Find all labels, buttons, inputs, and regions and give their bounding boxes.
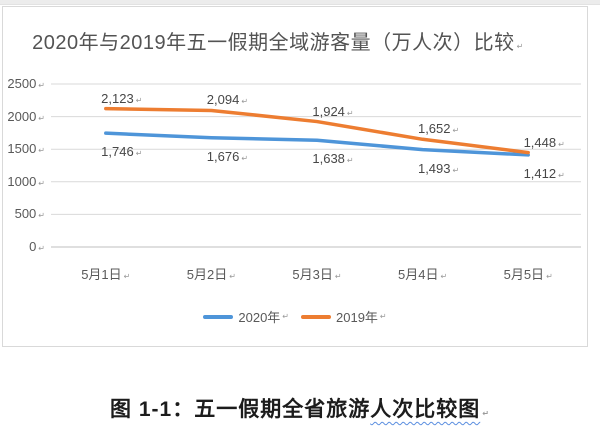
- y-axis-tick-label: 2500 ↵: [7, 76, 45, 91]
- y-axis-tick-label: 0 ↵: [29, 239, 45, 254]
- paragraph-mark: ↵: [558, 139, 565, 149]
- legend-line-swatch-2019: [301, 314, 331, 319]
- paragraph-mark: ↵: [379, 312, 387, 321]
- data-label: 1,652 ↵: [417, 121, 460, 137]
- data-label: 1,493 ↵: [417, 160, 460, 176]
- paragraph-mark: ↵: [123, 272, 131, 281]
- x-axis-tick-label: 5月1日 ↵: [81, 267, 131, 282]
- paragraph-mark: ↵: [452, 165, 460, 175]
- data-label: 1,746 ↵: [101, 144, 143, 160]
- x-axis-tick-label: 5月5日 ↵: [503, 267, 553, 282]
- y-axis-tick-label: 1500 ↵: [7, 141, 45, 157]
- paragraph-mark: ↵: [346, 108, 354, 118]
- paragraph-mark: ↵: [38, 146, 45, 156]
- page-top-border: [0, 0, 600, 5]
- paragraph-mark: ↵: [482, 409, 490, 418]
- paragraph-mark: ↵: [229, 272, 236, 281]
- paragraph-mark: ↵: [38, 81, 45, 90]
- paragraph-mark: ↵: [135, 149, 143, 159]
- data-label: 1,676 ↵: [206, 148, 249, 164]
- legend-line-swatch-2020: [203, 314, 234, 319]
- series-line-2020: [104, 131, 530, 157]
- paragraph-mark: ↵: [516, 42, 524, 51]
- figure-caption: 图 1-1：五一假期全省旅游人次比较图 ↵: [0, 393, 600, 423]
- y-axis-tick-label: 1000 ↵: [7, 173, 45, 189]
- paragraph-mark: ↵: [241, 153, 249, 163]
- paragraph-mark: ↵: [135, 95, 143, 105]
- chart-legend: 2020年 ↵ 2019年 ↵: [3, 307, 587, 326]
- paragraph-mark: ↵: [241, 97, 249, 107]
- chart-title-text: 2020年与2019年五一假期全域游客量（万人次）比较: [32, 32, 515, 54]
- x-axis-tick-label: 5月3日 ↵: [292, 267, 342, 282]
- x-axis-tick-label: 5月4日 ↵: [398, 267, 448, 282]
- y-axis-tick-label: 2000 ↵: [7, 108, 45, 124]
- paragraph-mark: ↵: [38, 113, 45, 123]
- paragraph-mark: ↵: [440, 272, 448, 281]
- y-axis-tick-label: 500 ↵: [14, 206, 45, 222]
- legend-item-2020: 2020年 ↵: [203, 307, 289, 326]
- paragraph-mark: ↵: [282, 312, 289, 321]
- data-label: 2,123 ↵: [101, 90, 143, 106]
- paragraph-mark: ↵: [546, 272, 553, 281]
- data-label: 1,924 ↵: [312, 103, 354, 119]
- chart-title: 2020年与2019年五一假期全域游客量（万人次）比较 ↵: [3, 26, 587, 55]
- series-line-2019: [104, 106, 530, 155]
- data-label: 1,448 ↵: [523, 134, 565, 150]
- paragraph-mark: ↵: [38, 244, 45, 253]
- paragraph-mark: ↵: [38, 178, 45, 188]
- caption-underlined-text: 人次比较图: [370, 398, 481, 421]
- paragraph-mark: ↵: [334, 272, 342, 281]
- legend-label-2020: 2020年: [238, 310, 281, 325]
- legend-item-2019: 2019年 ↵: [301, 307, 387, 326]
- chart-container[interactable]: 2020年与2019年五一假期全域游客量（万人次）比较 ↵ 2020年 ↵ 2019…: [2, 6, 588, 347]
- x-axis-tick-label: 5月2日 ↵: [186, 267, 236, 282]
- legend-label-2019: 2019年: [336, 310, 378, 325]
- paragraph-mark: ↵: [558, 170, 565, 180]
- figure-caption-text: 图 1-1：五一假期全省旅游: [110, 398, 371, 421]
- data-label: 2,094 ↵: [206, 92, 249, 108]
- data-label: 1,638 ↵: [312, 151, 354, 167]
- paragraph-mark: ↵: [38, 211, 45, 221]
- line-chart-plot: [51, 83, 581, 248]
- data-label: 1,412 ↵: [523, 165, 565, 181]
- paragraph-mark: ↵: [452, 126, 460, 136]
- paragraph-mark: ↵: [346, 156, 354, 166]
